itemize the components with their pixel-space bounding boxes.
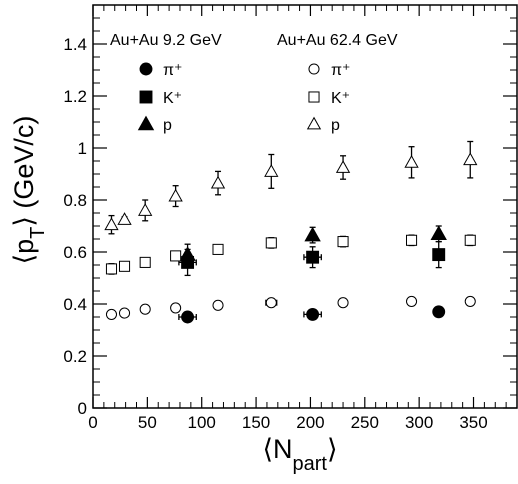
x-tick-label: 100 (188, 413, 216, 432)
legend-marker-triangle (306, 116, 322, 130)
data-point-triangle-62-4gev (138, 203, 153, 216)
legend-marker-circle (308, 63, 320, 75)
y-tick-label: 0.4 (63, 295, 87, 314)
y-tick-label: 0.2 (63, 347, 87, 366)
data-point-circle-62-4gev (170, 302, 182, 314)
data-point-square-62-4gev (118, 260, 131, 272)
x-axis-title-sub: part (293, 453, 328, 475)
data-point-triangle-9-2gev (430, 225, 447, 241)
x-tick-label: 50 (138, 413, 157, 432)
data-point-square-62-4gev (212, 243, 224, 255)
legend-label: π⁺ (163, 62, 182, 79)
data-point-circle-62-4gev (265, 297, 277, 309)
x-tick-label: 300 (405, 413, 433, 432)
data-point-square-62-4gev (406, 234, 418, 246)
x-tick-label: 250 (351, 413, 379, 432)
axis-titles-layer: ⟨Npart⟩ ⟨pT⟩ (GeV/c) (9, 116, 338, 475)
y-tick-label: 1.4 (63, 35, 87, 54)
legend: Au+Au 9.2 GeV π⁺ K⁺ p Au+Au 62.4 GeV π⁺ K⁺ p (110, 32, 398, 134)
x-tick-label: 0 (88, 413, 97, 432)
data-point-circle-62-4gev (105, 308, 118, 320)
data-point-square-9-2gev (432, 248, 446, 262)
data-point-triangle-62-4gev (210, 175, 226, 189)
legend-marker-square (139, 90, 153, 104)
data-point-square-62-4gev (265, 237, 277, 249)
legend-label: p (331, 117, 340, 134)
data-point-triangle-62-4gev (104, 217, 119, 231)
data-point-circle-62-4gev (337, 297, 349, 309)
legend-title: Au+Au 9.2 GeV (110, 32, 222, 49)
data-point-circle-62-4gev (464, 295, 476, 307)
legend-marker-square (308, 91, 320, 103)
legend-marker-circle (139, 62, 153, 76)
data-point-circle-9-2gev (181, 310, 195, 324)
data-point-triangle-62-4gev (404, 154, 419, 168)
data-point-circle-9-2gev (306, 307, 320, 321)
axis-ticks-layer: 0 50 100 150 200 250 300 350 0 0.2 0.4 0.6 0.8 1 1.2 1.… (63, 4, 517, 432)
data-point-triangle-62-4gev (168, 188, 183, 202)
legend-label: K⁺ (331, 90, 350, 107)
legend-marker-triangle (137, 115, 155, 131)
data-point-square-62-4gev (170, 250, 182, 262)
y-axis-title: ⟨pT⟩ (GeV/c) (9, 116, 49, 265)
x-tick-label: 350 (459, 413, 487, 432)
y-axis-title-main: ⟨p (9, 239, 39, 265)
data-point-circle-62-4gev (406, 295, 418, 307)
legend-label: π⁺ (331, 62, 350, 79)
y-tick-label: 1 (78, 139, 87, 158)
data-point-circle-62-4gev (139, 303, 151, 315)
y-tick-label: 1.2 (63, 87, 87, 106)
y-tick-label: 0.8 (63, 191, 87, 210)
data-point-square-62-4gev (337, 236, 349, 248)
data-point-square-62-4gev (105, 263, 118, 275)
data-point-circle-62-4gev (118, 307, 131, 319)
x-tick-label: 150 (242, 413, 270, 432)
data-point-square-9-2gev (306, 250, 320, 264)
data-point-triangle-62-4gev (335, 160, 351, 173)
y-tick-label: 0 (78, 399, 87, 418)
data-point-triangle-62-4gev (463, 152, 478, 166)
data-point-circle-62-4gev (212, 299, 224, 311)
plot-frame-layer (92, 4, 518, 409)
x-tick-label: 200 (296, 413, 324, 432)
data-point-square-62-4gev (464, 234, 476, 246)
y-axis-title-close: ⟩ (GeV/c) (9, 116, 39, 227)
x-axis-title-close: ⟩ (327, 434, 338, 464)
data-point-triangle-9-2gev (304, 226, 321, 242)
data-point-triangle-62-4gev (264, 164, 279, 177)
legend-title: Au+Au 62.4 GeV (277, 32, 398, 49)
data-point-circle-9-2gev (432, 305, 446, 319)
y-axis-title-sub: T (27, 227, 49, 239)
y-tick-label: 0.6 (63, 243, 87, 262)
x-axis-title: ⟨Npart⟩ (262, 434, 337, 475)
legend-label: K⁺ (163, 90, 182, 107)
data-point-triangle-9-2gev (179, 246, 196, 261)
data-points-layer (104, 140, 478, 324)
x-axis-title-main: ⟨N (262, 434, 292, 464)
data-point-square-62-4gev (139, 256, 151, 268)
data-point-triangle-62-4gev (117, 212, 132, 225)
plot-frame (92, 4, 518, 409)
legend-label: p (163, 117, 172, 134)
